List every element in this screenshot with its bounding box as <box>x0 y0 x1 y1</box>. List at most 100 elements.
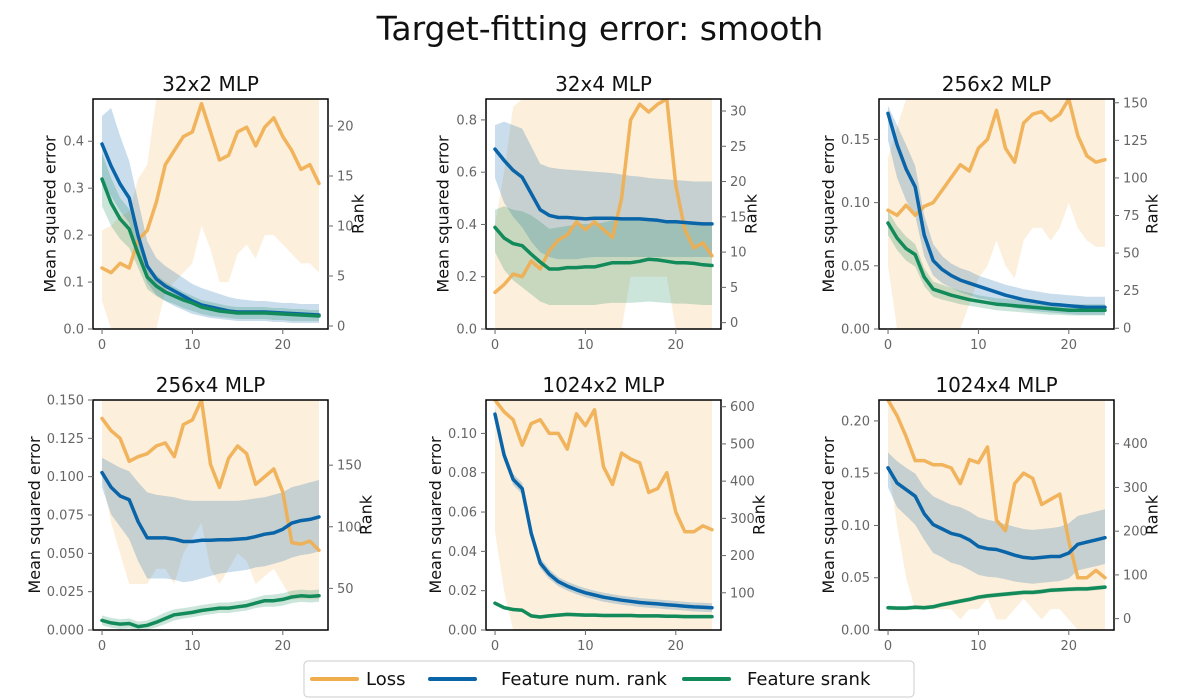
y-left-tick-label: 0.05 <box>841 571 870 586</box>
x-tick-label: 0 <box>884 338 892 353</box>
y-right-label: Rank <box>1142 193 1161 234</box>
y-right-label: Rank <box>749 494 768 535</box>
y-left-tick-label: 0.1 <box>63 276 84 291</box>
y-left-tick-label: 0.15 <box>841 133 870 148</box>
y-left-tick-label: 0.08 <box>448 466 477 481</box>
y-right-tick-label: 15 <box>337 170 354 185</box>
num_rank-band <box>102 457 319 583</box>
y-right-tick-label: 150 <box>1123 96 1148 111</box>
plot-area <box>886 400 1107 630</box>
y-left-tick-label: 0.0 <box>63 323 84 338</box>
y-right-tick-label: 200 <box>730 549 755 564</box>
plot-area <box>886 99 1107 329</box>
y-left-tick-label: 0.10 <box>448 427 477 442</box>
srank-band <box>888 211 1105 316</box>
y-left-tick-label: 0.15 <box>841 467 870 482</box>
y-right-tick-label: 20 <box>730 175 747 190</box>
num_rank-band <box>102 108 319 323</box>
y-left-tick-label: 0.125 <box>47 432 84 447</box>
num_rank-band <box>888 452 1105 584</box>
loss-band <box>102 99 319 329</box>
plot-area <box>100 99 321 329</box>
x-tick-label: 20 <box>275 639 292 654</box>
plot-area <box>100 400 321 630</box>
loss-band <box>102 400 319 600</box>
x-tick-label: 10 <box>184 338 201 353</box>
subplot-3: 256x2 MLP 0 10 20 0.00 0.05 0.10 0.15 0 25 50 75 100… <box>819 72 1162 353</box>
legend-item-loss: Loss <box>310 669 405 690</box>
y-left-tick-label: 0.000 <box>47 624 84 639</box>
y-left-tick-label: 0.05 <box>841 259 870 274</box>
y-right-tick-label: 300 <box>730 512 755 527</box>
subplot-5: 1024x2 MLP 0 10 20 0.00 0.02 0.04 0.06 0.08 0.10 1… <box>426 373 769 654</box>
srank-line <box>493 225 714 271</box>
x-tick-label: 10 <box>970 639 987 654</box>
y-left-label: Mean squared error <box>819 135 838 293</box>
srank-line <box>886 585 1107 610</box>
y-right-tick-label: 150 <box>337 459 362 474</box>
num_rank-band <box>495 121 712 260</box>
y-right-tick-label: 400 <box>730 475 755 490</box>
y-right-tick-label: 15 <box>730 210 747 225</box>
axes-frame <box>485 399 722 631</box>
y-right-tick-label: 600 <box>730 400 755 415</box>
y-left-tick-label: 0.3 <box>63 182 84 197</box>
x-tick-label: 20 <box>275 338 292 353</box>
y-left-tick-label: 0.00 <box>841 624 870 639</box>
figure-title: Target-fitting error: smooth <box>376 9 824 48</box>
y-right-tick-label: 20 <box>337 120 354 135</box>
y-left-tick-label: 0.20 <box>841 414 870 429</box>
legend-label: Loss <box>366 669 405 690</box>
y-right-tick-label: 5 <box>730 281 738 296</box>
y-left-tick-label: 0.02 <box>448 584 477 599</box>
x-tick-label: 0 <box>98 639 106 654</box>
y-left-tick-label: 0.4 <box>456 218 477 233</box>
y-left-tick-label: 0.4 <box>63 135 84 150</box>
subplot-title: 32x4 MLP <box>555 72 652 96</box>
num_rank-band <box>888 105 1105 315</box>
x-tick-label: 0 <box>491 338 499 353</box>
y-right-tick-label: 125 <box>1123 134 1148 149</box>
legend-label: Feature num. rank <box>501 669 667 690</box>
legend: Loss Feature num. rank Feature srank <box>303 660 915 698</box>
y-left-tick-label: 0.00 <box>841 323 870 338</box>
axes-frame <box>878 399 1115 631</box>
srank-line <box>886 221 1107 312</box>
y-right-tick-label: 100 <box>1123 171 1148 186</box>
axes-frame <box>485 98 722 330</box>
y-right-tick-label: 100 <box>730 586 755 601</box>
y-left-tick-label: 0.06 <box>448 506 477 521</box>
y-left-label: Mean squared error <box>819 436 838 594</box>
y-left-tick-label: 0.075 <box>47 509 84 524</box>
loss-line <box>886 400 1107 580</box>
y-right-tick-label: 50 <box>337 582 354 597</box>
y-right-tick-label: 0 <box>1123 322 1131 337</box>
y-left-tick-label: 0.150 <box>47 394 84 409</box>
y-right-label: Rank <box>742 193 761 234</box>
x-tick-label: 20 <box>668 338 685 353</box>
x-tick-label: 0 <box>98 338 106 353</box>
x-tick-label: 20 <box>1061 639 1078 654</box>
srank-line <box>100 594 321 629</box>
subplot-title: 32x2 MLP <box>162 72 259 96</box>
subplot-2: 32x4 MLP 0 10 20 0.0 0.2 0.4 0.6 0.8 0 5 10 15 20 25 30… <box>434 72 761 353</box>
subplot-title: 256x2 MLP <box>942 72 1052 96</box>
axes-frame <box>92 98 329 330</box>
y-left-tick-label: 0.04 <box>448 545 477 560</box>
y-right-label: Rank <box>349 193 368 234</box>
loss-line <box>886 99 1107 218</box>
y-left-label: Mean squared error <box>25 436 44 594</box>
y-right-tick-label: 5 <box>337 270 345 285</box>
y-right-tick-label: 0 <box>730 316 738 331</box>
legend-item-num_rank: Feature num. rank <box>428 669 667 690</box>
x-tick-label: 10 <box>970 338 987 353</box>
legend-box <box>303 660 915 698</box>
y-left-tick-label: 0.10 <box>841 519 870 534</box>
srank-line <box>100 177 321 318</box>
y-left-tick-label: 0.8 <box>456 113 477 128</box>
y-right-tick-label: 10 <box>730 246 747 261</box>
legend-item-srank: Feature srank <box>682 669 871 690</box>
y-left-label: Mean squared error <box>426 436 445 594</box>
y-right-tick-label: 100 <box>337 520 362 535</box>
y-right-tick-label: 50 <box>1123 247 1140 262</box>
